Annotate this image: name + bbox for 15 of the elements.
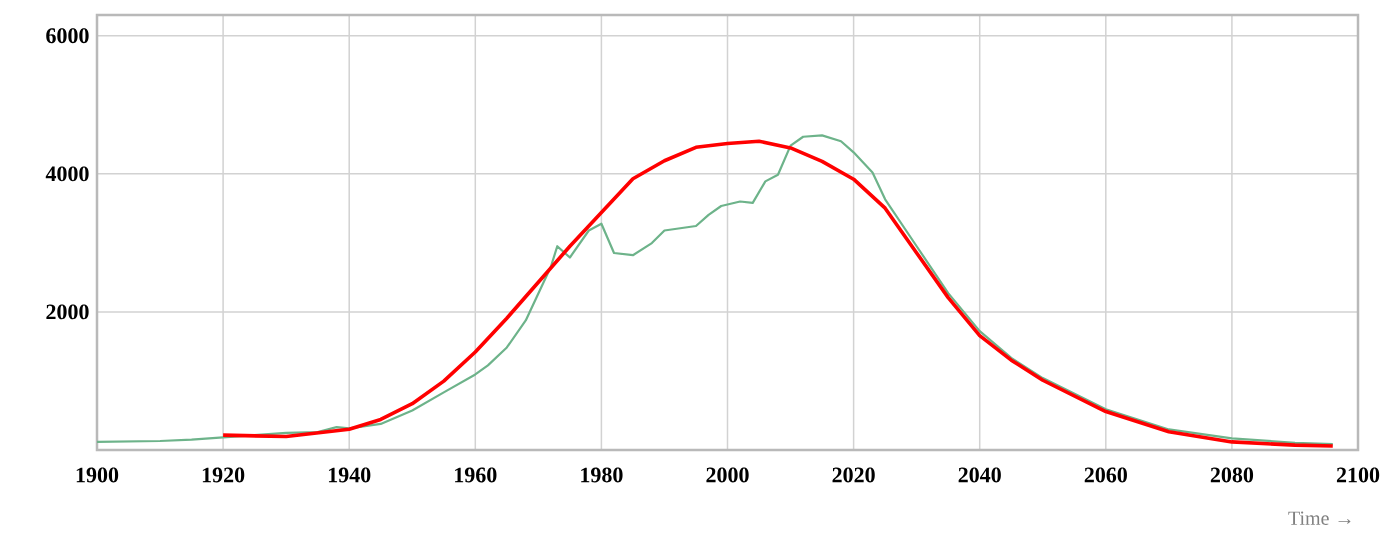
x-tick-label: 1980 — [581, 467, 623, 483]
y-tick-label: 6000 — [46, 28, 89, 44]
x-tick-label: 2000 — [706, 467, 749, 483]
x-axis-title: Time → — [1288, 511, 1351, 525]
y-tick-label: 4000 — [45, 166, 89, 182]
x-tick-label: 1900 — [76, 467, 119, 483]
x-tick-label: 1920 — [202, 467, 245, 483]
x-tick-label: 2080 — [1210, 467, 1254, 483]
x-tick-label: 1940 — [328, 467, 371, 483]
y-tick-label: 2000 — [46, 304, 89, 320]
x-tick-label: 2060 — [1084, 467, 1127, 483]
x-tick-label: 2040 — [958, 467, 1001, 483]
x-tick-label: 2100 — [1336, 467, 1380, 483]
x-tick-label: 1960 — [455, 467, 497, 483]
x-tick-label: 2020 — [832, 467, 875, 483]
